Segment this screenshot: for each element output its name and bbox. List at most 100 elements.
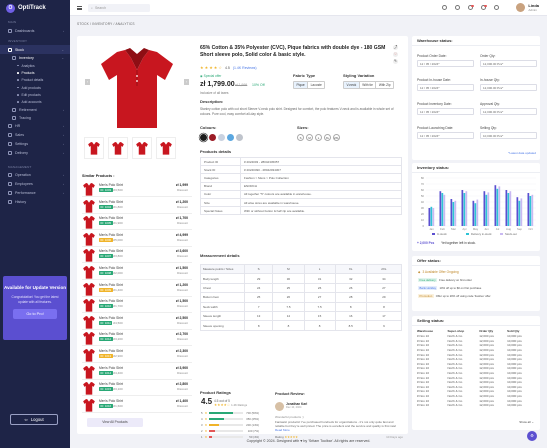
warehouse-field-value[interactable]: 12,000.00 Pcs* (480, 84, 537, 91)
chart-bar[interactable] (461, 190, 464, 226)
chart-bar[interactable] (529, 196, 532, 226)
language-icon[interactable] (442, 5, 447, 10)
chart-bar[interactable] (516, 197, 519, 226)
colour-swatch[interactable] (236, 134, 243, 141)
chart-bar[interactable] (443, 194, 446, 226)
warehouse-field-value[interactable]: 12 / 05 / 2024* (417, 132, 474, 139)
sidebar-item-products[interactable]: Products (0, 69, 70, 76)
logo[interactable]: O OptiTrack (0, 0, 70, 16)
chart-bar[interactable] (452, 202, 455, 226)
sidebar-item-performance[interactable]: Performance › (0, 189, 70, 198)
view-all-products-button[interactable]: View All Products (87, 418, 143, 427)
chart-bar[interactable] (498, 186, 501, 226)
logout-button[interactable]: ⇦ Logout (10, 414, 58, 425)
sidebar-item-settings[interactable]: Settings › (0, 140, 70, 149)
thumbnail-image[interactable] (108, 137, 128, 159)
sidebar-item-history[interactable]: History (0, 198, 70, 207)
colour-swatch[interactable] (200, 134, 207, 141)
wishlist-icon[interactable]: ♡ (393, 52, 398, 57)
chart-bar[interactable] (454, 200, 457, 226)
sidebar-item-sales[interactable]: Sales › (0, 131, 70, 140)
next-image-button[interactable]: › (184, 79, 189, 85)
warehouse-field-value[interactable]: 12 / 05 / 2024* (417, 108, 474, 115)
size-option[interactable]: L (315, 134, 322, 141)
sidebar-item-dashboards[interactable]: Dashboards › (0, 26, 70, 35)
similar-product-item[interactable]: Men's Polo Shirt ID: 1004 zł1,800 zł 1,200 D… (82, 199, 192, 214)
prev-image-button[interactable]: ‹ (85, 79, 90, 85)
styling-option[interactable]: V-neck (344, 82, 360, 88)
warehouse-field-value[interactable]: 10,000.00 Pcs* (480, 132, 537, 139)
chart-bar[interactable] (465, 191, 468, 226)
similar-product-item[interactable]: Men's Polo Shirt ID: 1010 zł1,700 zł 1,500 D… (82, 298, 192, 314)
sidebar-item-retirement[interactable]: Retirement › (0, 106, 70, 114)
chart-bar[interactable] (485, 194, 488, 226)
sidebar-item-operation[interactable]: Operation › (0, 171, 70, 180)
size-option[interactable]: XL (324, 134, 331, 141)
similar-product-item[interactable]: Men's Polo Shirt ID: 1009 zł1,400 zł 1,200 D… (82, 282, 192, 297)
chart-bar[interactable] (518, 200, 521, 226)
warehouse-field-value[interactable]: 12 / 05 / 2024* (417, 84, 474, 91)
go-pro-button[interactable]: Go to Pro! (13, 309, 57, 319)
colour-swatch[interactable] (227, 134, 234, 141)
review-count-link[interactable]: (1.4K Reviews) (232, 65, 257, 70)
menu-toggle-icon[interactable] (77, 5, 82, 10)
chart-bar[interactable] (441, 193, 444, 226)
similar-product-item[interactable]: Men's Polo Shirt ID: 1006 zł5,000 zł 4,999 D… (82, 232, 192, 247)
sidebar-item-tracing[interactable]: Tracing (0, 114, 70, 122)
chart-bar[interactable] (439, 191, 442, 226)
notification-icon[interactable] (481, 4, 487, 10)
sidebar-item-delivery[interactable]: Delivery › (0, 149, 70, 158)
sidebar-item-inventory[interactable]: Inventory ⌄ (0, 54, 70, 62)
chart-bar[interactable] (509, 191, 512, 226)
sidebar-item-employees[interactable]: Employees › (0, 180, 70, 189)
chart-bar[interactable] (494, 185, 497, 226)
chart-bar[interactable] (450, 199, 453, 226)
similar-product-item[interactable]: Men's Polo Shirt ID: 1007 zł3,800 zł 3,600 D… (82, 248, 192, 264)
fabric-option[interactable]: Lacoste (310, 83, 322, 87)
sidebar-item-add-products[interactable]: Add products (0, 84, 70, 91)
chart-bar[interactable] (496, 188, 499, 226)
similar-product-item[interactable]: Men's Polo Shirt ID: 1012 zł3,200 zł 2,700 D… (82, 331, 192, 347)
chart-bar[interactable] (531, 194, 534, 226)
sidebar-item-stock[interactable]: Stock ⌄ (0, 45, 70, 54)
warehouse-field-value[interactable]: 12,000.00 Pcs* (480, 60, 537, 67)
chart-bar[interactable] (472, 200, 475, 226)
thumbnail-image[interactable] (84, 137, 104, 159)
styling-option[interactable]: With tie (360, 82, 377, 88)
similar-product-item[interactable]: Men's Polo Shirt ID: 1005 zł1,900 zł 1,700 D… (82, 215, 192, 231)
share-icon[interactable]: ⤴ (393, 45, 398, 50)
similar-product-item[interactable]: Men's Polo Shirt ID: 1011 zł4,500 zł 2,500 D… (82, 315, 192, 330)
fabric-option[interactable]: Pique (294, 82, 309, 88)
chart-bar[interactable] (463, 193, 466, 226)
sidebar-item-hr[interactable]: HR › (0, 122, 70, 131)
sidebar-item-product-details[interactable]: Product details (0, 77, 70, 84)
chart-bar[interactable] (507, 193, 510, 226)
thumbnail-image[interactable] (132, 137, 152, 159)
similar-product-item[interactable]: Men's Polo Shirt ID: 1015 zł3,100 zł 2,800 D… (82, 381, 192, 397)
similar-product-item[interactable]: Men's Polo Shirt ID: 1003 zł3,500 zł 1,999 D… (82, 182, 192, 197)
size-option[interactable]: S (297, 134, 304, 141)
thumbnail-image[interactable] (156, 137, 176, 159)
chart-bar[interactable] (428, 208, 431, 226)
size-option[interactable]: 2XL (333, 134, 340, 141)
chart-bar[interactable] (430, 206, 433, 226)
warehouse-field-value[interactable]: 12,000.00 Pcs* (480, 108, 537, 115)
similar-product-item[interactable]: Men's Polo Shirt ID: 1013 zł2,900 zł 2,300 D… (82, 348, 192, 363)
chart-bar[interactable] (487, 192, 490, 226)
read-more-link[interactable]: Read More (275, 428, 290, 432)
similar-product-item[interactable]: Men's Polo Shirt ID: 1016 zł1,600 zł 1,400 D… (82, 398, 192, 413)
user-menu[interactable]: Linda Admin (516, 3, 539, 12)
chart-bar[interactable] (505, 190, 508, 226)
chart-bar[interactable] (483, 191, 486, 226)
search-input[interactable]: ⌕ Search (88, 3, 150, 12)
chart-bar[interactable] (520, 198, 523, 226)
theme-icon[interactable] (455, 5, 460, 10)
cart-icon[interactable] (468, 4, 474, 10)
colour-swatch[interactable] (218, 134, 225, 141)
sidebar-item-add-accounts[interactable]: Add accounts (0, 98, 70, 105)
chart-bar[interactable] (432, 208, 435, 226)
similar-product-item[interactable]: Men's Polo Shirt ID: 1008 zł2,000 zł 1,500 D… (82, 265, 192, 280)
warehouse-field-value[interactable]: 12 / 05 / 2024* (417, 60, 474, 67)
sidebar-item-analytics[interactable]: Analytics (0, 62, 70, 69)
show-all-link[interactable]: Show all ⌄ (519, 420, 534, 424)
